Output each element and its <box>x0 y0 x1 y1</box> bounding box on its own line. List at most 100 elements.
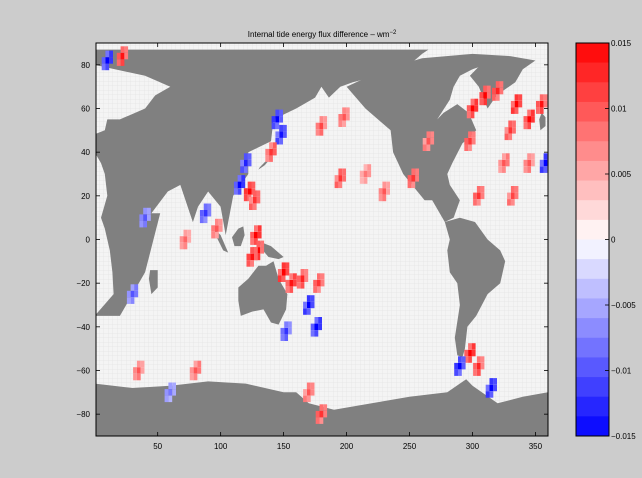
flux-cell <box>318 323 322 331</box>
flux-cell <box>407 175 412 182</box>
flux-cell <box>256 240 261 248</box>
flux-cell <box>543 94 548 101</box>
flux-cell <box>247 188 252 195</box>
flux-cell <box>215 225 219 232</box>
flux-cell <box>313 286 317 293</box>
flux-cell <box>468 138 472 145</box>
flux-cell <box>319 129 324 136</box>
colorbar-level <box>576 101 609 122</box>
flux-cell <box>543 100 548 108</box>
flux-cell <box>313 279 317 287</box>
flux-cell <box>281 262 286 269</box>
flux-cell <box>303 395 307 403</box>
flux-cell <box>492 87 496 95</box>
flux-cell <box>483 92 487 99</box>
flux-cell <box>310 323 315 331</box>
colorbar-level <box>576 43 609 63</box>
flux-cell <box>139 214 144 221</box>
flux-cell <box>183 242 188 250</box>
flux-cell <box>510 199 515 206</box>
flux-cell <box>101 63 106 71</box>
flux-cell <box>246 253 251 261</box>
flux-cell <box>240 166 244 173</box>
colorbar: 0.015 0.01 0.005 0 −0.005 −0.01 −0.015 <box>575 39 636 441</box>
flux-cell <box>382 194 387 202</box>
flux-cell <box>265 155 270 162</box>
colorbar-level <box>576 259 609 280</box>
flux-cell <box>183 236 188 243</box>
flux-cell <box>539 100 544 108</box>
flux-cell <box>514 107 519 114</box>
flux-cell <box>252 203 257 210</box>
flux-cell <box>314 323 319 331</box>
flux-cell <box>486 92 491 99</box>
land-africa-eurasia <box>96 49 429 316</box>
flux-cell <box>382 188 387 195</box>
flux-cell <box>237 181 242 189</box>
flux-cell <box>367 164 372 171</box>
flux-cell <box>120 46 125 53</box>
flux-cell <box>531 159 535 167</box>
flux-cell <box>147 207 151 215</box>
flux-cell <box>203 216 208 224</box>
y-tick-label: −20 <box>76 279 90 288</box>
flux-cell <box>474 105 479 112</box>
colorbar-tick-label: −0.01 <box>611 367 632 376</box>
flux-cell <box>124 52 129 60</box>
flux-cell <box>382 181 387 189</box>
flux-cell <box>411 175 416 182</box>
flux-cell <box>471 349 476 357</box>
flux-cell <box>281 275 286 282</box>
flux-cell <box>543 153 548 160</box>
flux-cell <box>498 166 503 173</box>
flux-cell <box>466 111 471 119</box>
flux-cell <box>172 382 176 389</box>
flux-cell <box>133 373 137 381</box>
chart-title: Internal tide energy flux difference – w… <box>248 30 397 39</box>
flux-cell <box>464 144 469 151</box>
flux-cell <box>168 395 173 403</box>
flux-cell <box>539 159 544 167</box>
flux-cell <box>367 170 372 178</box>
colorbar-level <box>576 396 609 417</box>
flux-cell <box>199 216 204 224</box>
flux-cell <box>256 247 261 254</box>
flux-cell <box>187 229 192 237</box>
flux-cell <box>279 138 283 145</box>
flux-cell <box>317 279 321 287</box>
colorbar-level <box>576 278 609 299</box>
flux-cell <box>120 52 125 60</box>
flux-cell <box>275 109 280 117</box>
flux-cell <box>485 391 490 398</box>
flux-cell <box>527 116 531 123</box>
flux-cell <box>320 273 325 280</box>
flux-cell <box>109 50 113 58</box>
flux-cell <box>464 138 469 145</box>
flux-cell <box>306 295 311 302</box>
colorbar-level <box>576 219 609 240</box>
land-borneo <box>232 226 245 247</box>
flux-cell <box>473 199 477 206</box>
flux-cell <box>489 391 494 398</box>
flux-cell <box>507 199 511 206</box>
flux-cell <box>134 290 139 298</box>
y-tick-label: 60 <box>81 105 90 114</box>
flux-cell <box>275 116 280 123</box>
flux-cell <box>218 225 223 232</box>
flux-cell <box>271 116 276 123</box>
colorbar-level <box>576 62 609 83</box>
flux-cell <box>476 362 481 370</box>
flux-cell <box>306 395 311 403</box>
flux-cell <box>280 334 285 341</box>
flux-cell <box>505 159 510 167</box>
flux-cell <box>277 269 282 276</box>
flux-cell <box>493 384 497 392</box>
flux-cell <box>272 142 277 149</box>
flux-cell <box>363 164 368 171</box>
flux-cell <box>319 122 324 130</box>
colorbar-level <box>576 180 609 201</box>
x-axis: 50 100 150 200 250 300 350 <box>153 43 543 451</box>
flux-cell <box>415 175 419 182</box>
flux-cell <box>479 92 484 99</box>
flux-cell <box>168 382 173 389</box>
